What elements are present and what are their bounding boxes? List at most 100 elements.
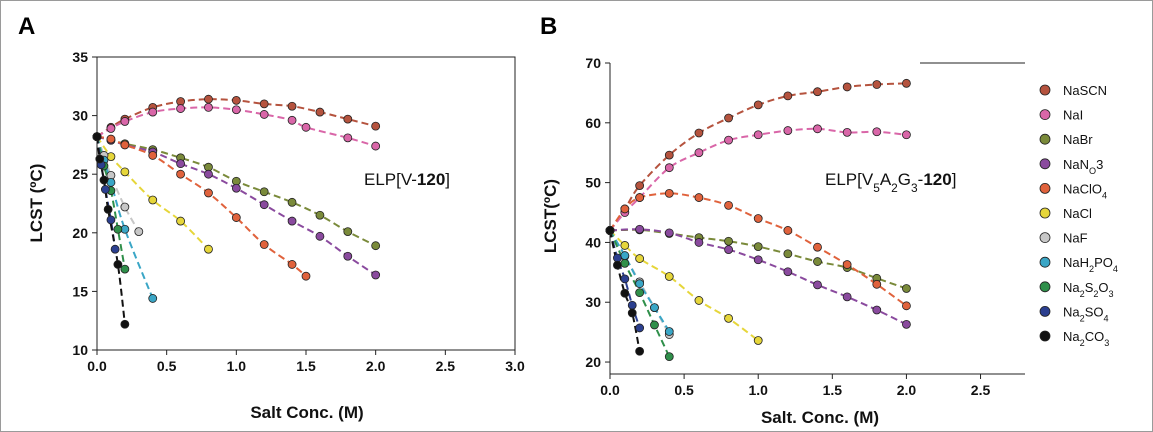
data-point-nai	[204, 102, 213, 112]
data-point-na2co3	[103, 204, 113, 214]
y-tick-label: 20	[72, 225, 88, 241]
data-point-nano3	[753, 255, 763, 265]
data-point-naclo4	[813, 242, 822, 252]
data-point-na2so4	[635, 323, 645, 333]
data-point-nai	[259, 110, 269, 119]
construct-annotation: ELP[V5A2G3-120]	[825, 170, 956, 195]
data-point-nai	[724, 135, 733, 145]
data-point-nascn	[753, 100, 763, 110]
x-tick-label: 1.0	[227, 358, 247, 374]
data-point-na2so4	[106, 215, 116, 225]
y-tick-label: 70	[585, 55, 601, 71]
data-point-nano3	[724, 245, 733, 255]
data-point-nascn	[813, 87, 822, 97]
legend-marker-nai	[1039, 109, 1051, 120]
legend-marker-nabr	[1039, 133, 1051, 145]
data-point-nano3	[842, 292, 852, 302]
data-point-nabr	[783, 249, 793, 259]
series-line-naclo4	[96, 135, 307, 277]
data-point-na2co3	[627, 308, 637, 318]
data-point-na2co3	[620, 288, 630, 298]
data-point-nai	[694, 148, 704, 158]
data-point-naclo4	[120, 140, 130, 150]
data-point-nano3	[664, 228, 674, 238]
data-point-na2s2o3	[120, 264, 130, 274]
data-point-nascn	[231, 95, 241, 105]
data-point-nano3	[315, 231, 325, 241]
legend-label: Na2S2O3	[1063, 280, 1114, 299]
data-point-naclo4	[176, 169, 186, 179]
data-point-na2s2o3	[635, 288, 645, 298]
data-point-na2co3	[99, 175, 109, 185]
data-point-nano3	[872, 305, 882, 315]
y-tick-label: 50	[585, 175, 601, 191]
data-point-nano3	[783, 267, 793, 277]
panel-letter: B	[540, 13, 557, 40]
data-point-nacl	[620, 241, 630, 250]
data-point-na2s2o3	[664, 352, 674, 362]
data-point-naf	[120, 202, 130, 212]
x-tick-label: 0.5	[674, 382, 694, 398]
data-point-nacl	[635, 254, 645, 263]
data-point-na2co3	[605, 226, 615, 235]
data-point-na2co3	[95, 154, 105, 164]
data-point-nai	[231, 105, 241, 115]
data-point-naclo4	[902, 301, 911, 311]
plot-frame	[96, 56, 516, 351]
legend-marker-naclo4	[1039, 182, 1051, 194]
x-tick-label: 2.0	[366, 358, 386, 374]
x-tick-label: 0.5	[157, 358, 177, 374]
y-tick-label: 30	[585, 294, 601, 310]
x-tick-label: 2.5	[971, 382, 991, 398]
data-point-naclo4	[664, 188, 674, 198]
x-tick-label: 0.0	[87, 358, 107, 374]
data-point-na2s2o3	[113, 224, 123, 234]
x-tick-label: 3.0	[505, 358, 525, 374]
data-point-naclo4	[231, 213, 241, 222]
data-point-nano3	[813, 280, 822, 290]
data-point-nai	[287, 115, 297, 125]
data-point-nacl	[148, 195, 158, 205]
data-point-nah2po4	[650, 303, 659, 313]
data-point-nascn	[902, 78, 911, 88]
data-point-naf	[134, 227, 144, 237]
data-point-nano3	[694, 238, 704, 247]
data-point-nacl	[694, 296, 704, 305]
data-point-nano3	[231, 183, 241, 193]
data-point-nah2po4	[664, 327, 674, 336]
data-point-na2co3	[92, 132, 102, 142]
y-tick-label: 35	[72, 49, 88, 65]
data-point-na2so4	[100, 185, 110, 194]
data-point-nascn	[783, 91, 793, 101]
data-point-na2s2o3	[650, 320, 659, 330]
data-point-na2s2o3	[620, 258, 630, 268]
data-point-nascn	[842, 82, 852, 92]
x-tick-label: 2.5	[436, 358, 456, 374]
legend-label: Na2CO3	[1063, 329, 1109, 348]
data-point-nabr	[259, 187, 269, 197]
data-point-nai	[813, 124, 822, 134]
data-point-nano3	[176, 159, 186, 169]
legend-label: NaCl	[1063, 206, 1092, 221]
data-point-naclo4	[204, 188, 213, 198]
data-point-nascn	[259, 99, 269, 109]
y-tick-label: 30	[72, 108, 88, 124]
y-tick-label: 60	[585, 115, 601, 131]
x-axis-title: Salt. Conc. (M)	[761, 408, 879, 427]
y-tick-label: 40	[585, 234, 601, 250]
data-point-naclo4	[287, 260, 297, 269]
data-point-na2co3	[635, 346, 645, 356]
panel-b: B 0.0 0.5 1.0 1.5 2.0 2.5 20 30 40 50 60 70 Salt. Con…	[540, 13, 1025, 427]
x-tick-label: 1.0	[748, 382, 768, 398]
data-point-naclo4	[301, 271, 311, 281]
data-point-nai	[120, 117, 130, 126]
data-point-nai	[176, 104, 186, 113]
data-point-nai	[842, 127, 852, 137]
data-point-nascn	[635, 181, 645, 191]
y-tick-label: 15	[72, 283, 88, 299]
data-point-nascn	[287, 101, 297, 111]
x-tick-label: 1.5	[296, 358, 316, 374]
data-point-nascn	[872, 80, 882, 89]
legend-label: NaSCN	[1063, 83, 1107, 98]
